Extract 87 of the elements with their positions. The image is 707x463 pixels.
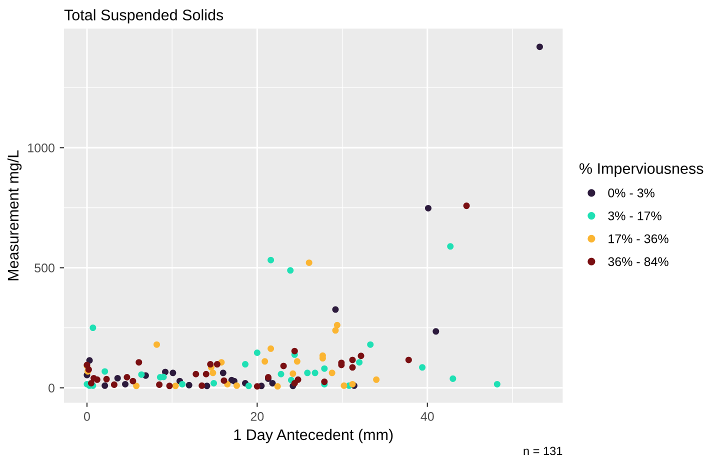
point xyxy=(242,361,249,368)
y-tick-label: 500 xyxy=(34,264,54,272)
point xyxy=(304,370,311,376)
point xyxy=(312,370,318,376)
point xyxy=(198,382,206,389)
point xyxy=(254,350,260,356)
point xyxy=(102,368,108,375)
legend-label: 3% - 17% xyxy=(608,211,662,220)
legend-title: % Imperviousness xyxy=(579,162,704,177)
point xyxy=(210,380,218,387)
x-axis-title: 1 Day Antecedent (mm) xyxy=(234,428,393,444)
legend-label: 17% - 36% xyxy=(608,234,668,244)
point xyxy=(349,364,356,371)
point xyxy=(269,380,276,387)
point xyxy=(274,383,281,390)
legend-label: 0% - 3% xyxy=(608,188,654,198)
point xyxy=(321,365,328,372)
y-tick-label: 0 xyxy=(48,384,54,392)
point xyxy=(494,380,500,388)
point xyxy=(103,376,110,382)
point xyxy=(356,359,363,366)
point xyxy=(291,380,298,387)
x-tick-label: 20 xyxy=(250,412,264,421)
point xyxy=(287,267,294,274)
point xyxy=(405,356,412,364)
chart-title: Total Suspended Solids xyxy=(64,9,224,24)
point xyxy=(207,361,214,368)
point xyxy=(220,370,226,376)
point xyxy=(88,380,94,387)
point xyxy=(536,44,543,50)
point xyxy=(419,364,426,371)
point xyxy=(291,348,298,354)
point xyxy=(130,378,136,384)
point xyxy=(114,374,121,382)
point xyxy=(162,368,169,376)
point xyxy=(424,204,432,212)
point xyxy=(268,345,274,352)
point xyxy=(328,370,336,376)
point xyxy=(179,380,186,388)
point xyxy=(290,370,296,377)
y-axis-title: Measurement mg/L xyxy=(7,150,22,280)
y-tick-label: 1000 xyxy=(28,144,54,152)
point xyxy=(154,341,160,348)
point xyxy=(349,356,356,364)
point xyxy=(138,371,145,378)
point xyxy=(192,370,200,378)
point xyxy=(234,382,240,389)
point xyxy=(102,382,108,389)
point xyxy=(367,341,374,348)
point xyxy=(432,328,440,335)
point xyxy=(332,306,339,313)
point xyxy=(306,259,312,266)
x-tick-label: 40 xyxy=(420,412,434,421)
text: n = 131 xyxy=(524,446,562,456)
point xyxy=(186,382,192,388)
point xyxy=(340,382,348,389)
point xyxy=(133,382,140,390)
point xyxy=(210,370,216,376)
point xyxy=(254,383,260,390)
point xyxy=(172,382,179,390)
point xyxy=(278,370,284,378)
point xyxy=(268,256,274,264)
point xyxy=(202,370,210,378)
point xyxy=(332,327,339,334)
legend-label: 36% - 84% xyxy=(608,257,668,266)
point xyxy=(166,382,173,390)
point xyxy=(156,381,163,388)
point xyxy=(214,361,220,368)
point xyxy=(294,358,300,365)
x-tick-label: 0 xyxy=(84,412,90,421)
point xyxy=(110,381,118,388)
point xyxy=(245,382,252,390)
point xyxy=(262,358,268,365)
point xyxy=(450,375,456,382)
point xyxy=(463,202,470,210)
point xyxy=(122,380,129,388)
point xyxy=(136,359,142,366)
point xyxy=(358,352,364,360)
point xyxy=(334,322,340,328)
point xyxy=(373,376,380,383)
point xyxy=(124,374,130,381)
point xyxy=(90,324,96,332)
point xyxy=(170,370,176,376)
point xyxy=(447,243,454,250)
point xyxy=(220,377,228,384)
point xyxy=(280,362,287,370)
point xyxy=(94,376,100,383)
